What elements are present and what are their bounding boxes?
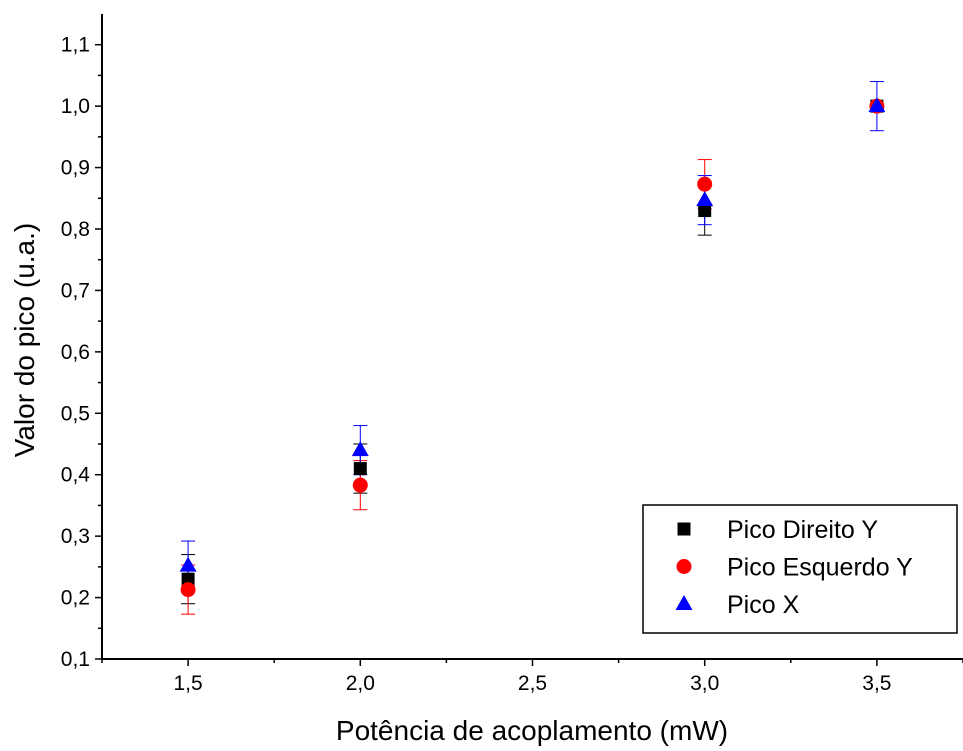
point-pico-esquerdo-y: [352, 477, 368, 493]
legend-marker-pico-x: [675, 595, 693, 610]
x-tick-label: 3,0: [690, 672, 719, 695]
y-tick-label: 0,8: [61, 218, 90, 241]
point-pico-x: [179, 556, 197, 572]
point-pico-x: [351, 441, 369, 457]
point-pico-direito-y: [353, 462, 367, 476]
y-tick-label: 0,9: [61, 157, 90, 180]
x-tick-label: 2,0: [346, 672, 375, 695]
ticks: 0,1 0,2 0,3 0,4 0,5 0,6 0,7 0,8 0,9 1,0 1,1 1,5 2,0 2…: [61, 34, 963, 695]
x-tick-label: 3,5: [862, 672, 891, 695]
y-tick-label: 0,4: [61, 464, 91, 487]
point-pico-x: [868, 97, 886, 113]
legend-label-pico-esquerdo-y: Pico Esquerdo Y: [727, 554, 913, 582]
point-pico-x: [696, 191, 714, 207]
point-pico-esquerdo-y: [180, 582, 196, 598]
y-tick-label: 0,5: [61, 402, 90, 425]
data-points: [179, 97, 886, 598]
y-tick-label: 0,1: [61, 648, 90, 671]
y-tick-label: 1,0: [61, 95, 90, 118]
point-pico-direito-y: [698, 204, 712, 218]
legend-label-pico-x: Pico X: [727, 591, 800, 619]
point-pico-esquerdo-y: [697, 176, 713, 192]
y-tick-label: 0,6: [61, 341, 90, 364]
y-tick-label: 1,1: [61, 34, 90, 57]
y-axis-title: Valor do pico (u.a.): [9, 223, 40, 458]
x-axis-title: Potência de acoplamento (mW): [336, 715, 728, 746]
legend-box: [642, 504, 958, 634]
x-tick-label: 1,5: [173, 672, 202, 695]
y-tick-label: 0,3: [61, 525, 90, 548]
y-tick-label: 0,2: [61, 587, 90, 610]
y-tick-label: 0,7: [61, 279, 90, 302]
legend-label-pico-direito-y: Pico Direito Y: [727, 516, 878, 544]
legend: Pico Direito Y Pico Esquerdo Y Pico X: [642, 504, 958, 634]
point-pico-direito-y: [181, 572, 195, 586]
x-tick-label: 2,5: [518, 672, 547, 695]
legend-marker-pico-direito-y: [677, 522, 691, 536]
legend-marker-pico-esquerdo-y: [676, 559, 692, 574]
